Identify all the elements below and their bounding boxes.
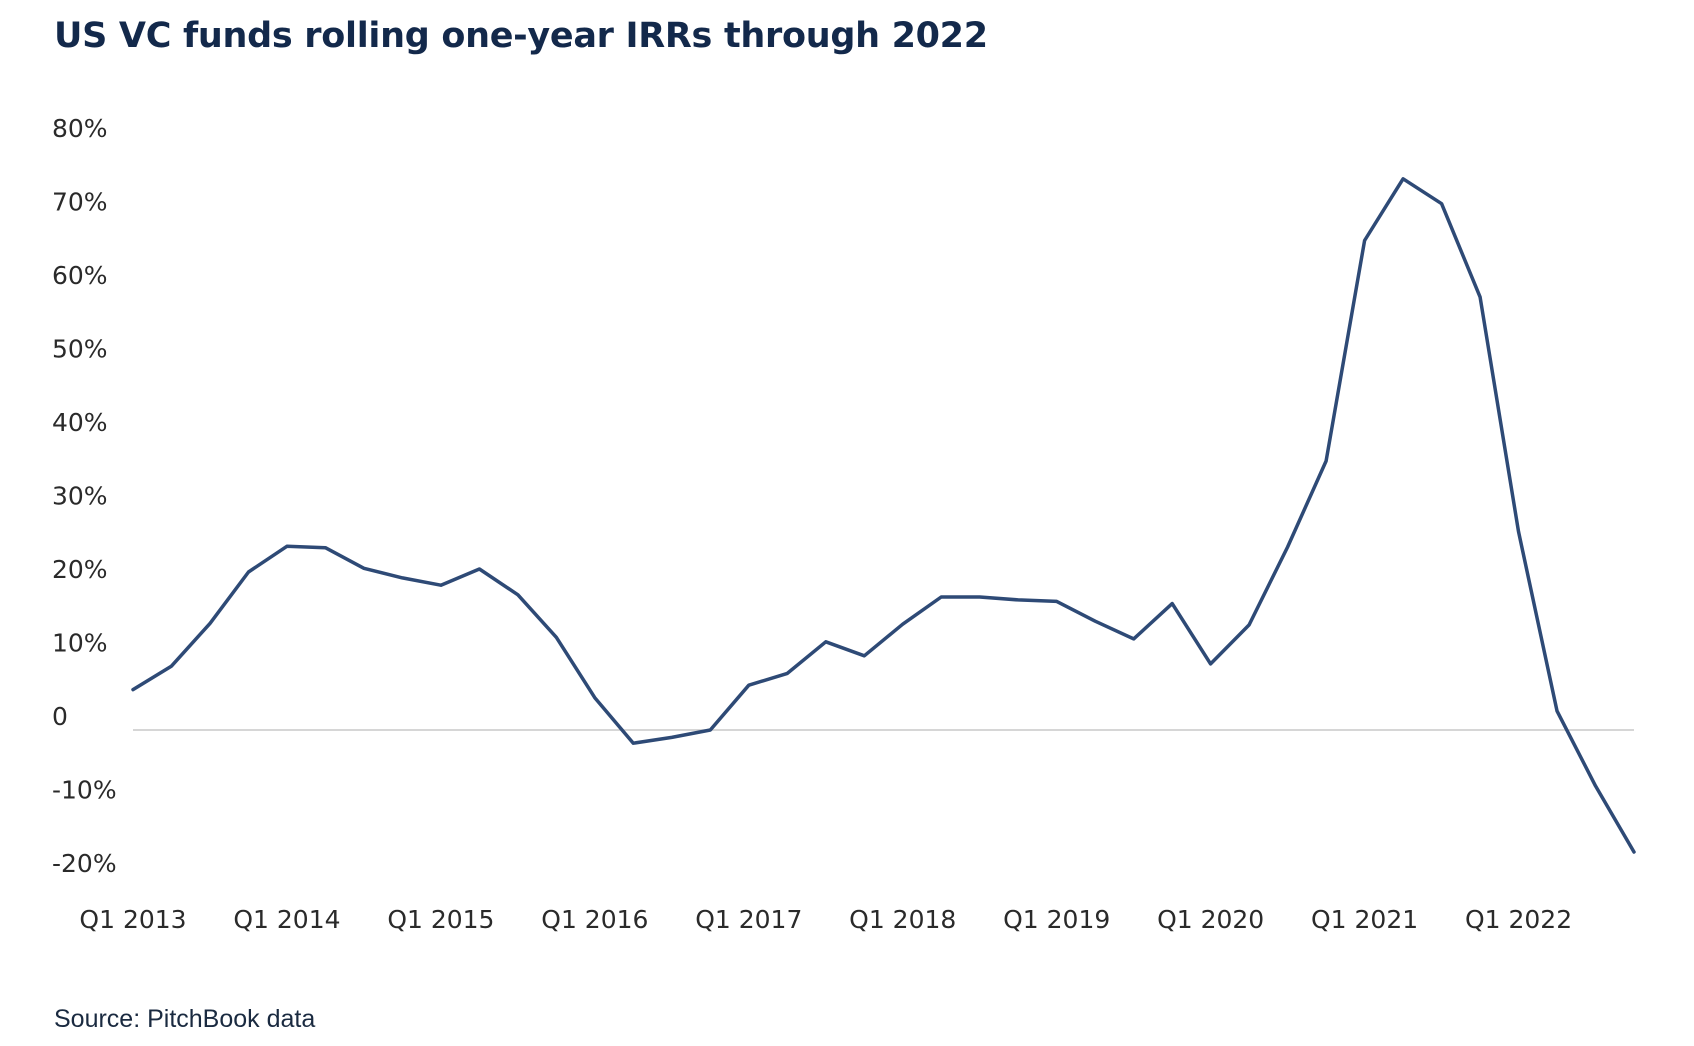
data-point	[1170, 602, 1174, 606]
data-point	[1440, 202, 1444, 206]
data-point	[439, 583, 443, 587]
data-point	[208, 621, 212, 625]
y-tick-label: 10%	[52, 629, 108, 658]
data-point	[1055, 599, 1059, 603]
data-point	[1016, 598, 1020, 602]
data-point	[1286, 545, 1290, 549]
data-point	[323, 546, 327, 550]
data-point	[1555, 709, 1559, 713]
data-point	[939, 595, 943, 599]
data-point	[901, 622, 905, 626]
data-point	[631, 741, 635, 745]
line-chart: 80% 70% 60% 50% 40% 30% 20% 10% 0 -10% -20% Q1 201…	[52, 114, 1636, 934]
y-tick-label: 30%	[52, 482, 108, 511]
x-tick-label: Q1 2014	[233, 905, 340, 934]
data-point	[824, 640, 828, 644]
data-point	[477, 567, 481, 571]
x-tick-label: Q1 2016	[541, 905, 648, 934]
x-tick-label: Q1 2021	[1311, 905, 1418, 934]
source-note: Source: PitchBook data	[54, 1005, 316, 1033]
data-point	[1132, 637, 1136, 641]
x-axis: Q1 2013 Q1 2014 Q1 2015 Q1 2016 Q1 2017 Q1 20…	[79, 905, 1572, 934]
data-point	[1594, 784, 1598, 788]
data-point	[1478, 295, 1482, 299]
data-point	[1209, 662, 1213, 666]
chart-title: US VC funds rolling one-year IRRs throug…	[54, 16, 988, 56]
y-tick-label: -20%	[52, 849, 117, 878]
data-point	[516, 593, 520, 597]
data-point	[554, 635, 558, 639]
plot-area	[131, 177, 1636, 854]
series-line-irr	[131, 177, 1636, 854]
data-point	[1093, 619, 1097, 623]
x-tick-label: Q1 2018	[849, 905, 956, 934]
y-tick-label: 0	[52, 702, 68, 731]
data-point	[285, 544, 289, 548]
x-tick-label: Q1 2020	[1157, 905, 1264, 934]
data-point	[400, 576, 404, 580]
data-point	[362, 566, 366, 570]
y-tick-label: 50%	[52, 335, 108, 364]
y-tick-label: 20%	[52, 555, 108, 584]
y-tick-label: 80%	[52, 114, 108, 143]
data-point	[978, 595, 982, 599]
data-point	[747, 683, 751, 687]
x-tick-label: Q1 2022	[1465, 905, 1572, 934]
x-tick-label: Q1 2017	[695, 905, 802, 934]
data-point	[1632, 850, 1636, 854]
y-tick-label: 60%	[52, 261, 108, 290]
data-point	[246, 570, 250, 574]
data-point	[708, 728, 712, 732]
y-tick-label: 40%	[52, 408, 108, 437]
y-tick-label: -10%	[52, 776, 117, 805]
x-tick-label: Q1 2015	[387, 905, 494, 934]
data-point	[1401, 177, 1405, 181]
x-tick-label: Q1 2013	[79, 905, 186, 934]
data-point	[1363, 238, 1367, 242]
data-point	[670, 735, 674, 739]
data-point	[862, 654, 866, 658]
y-axis: 80% 70% 60% 50% 40% 30% 20% 10% 0 -10% -20%	[52, 114, 117, 878]
data-point	[1517, 530, 1521, 534]
data-point	[593, 696, 597, 700]
data-point	[131, 688, 135, 692]
y-tick-label: 70%	[52, 188, 108, 217]
x-tick-label: Q1 2019	[1003, 905, 1110, 934]
data-point	[1247, 623, 1251, 627]
data-point	[1324, 459, 1328, 463]
data-point	[785, 671, 789, 675]
data-point	[169, 664, 173, 668]
